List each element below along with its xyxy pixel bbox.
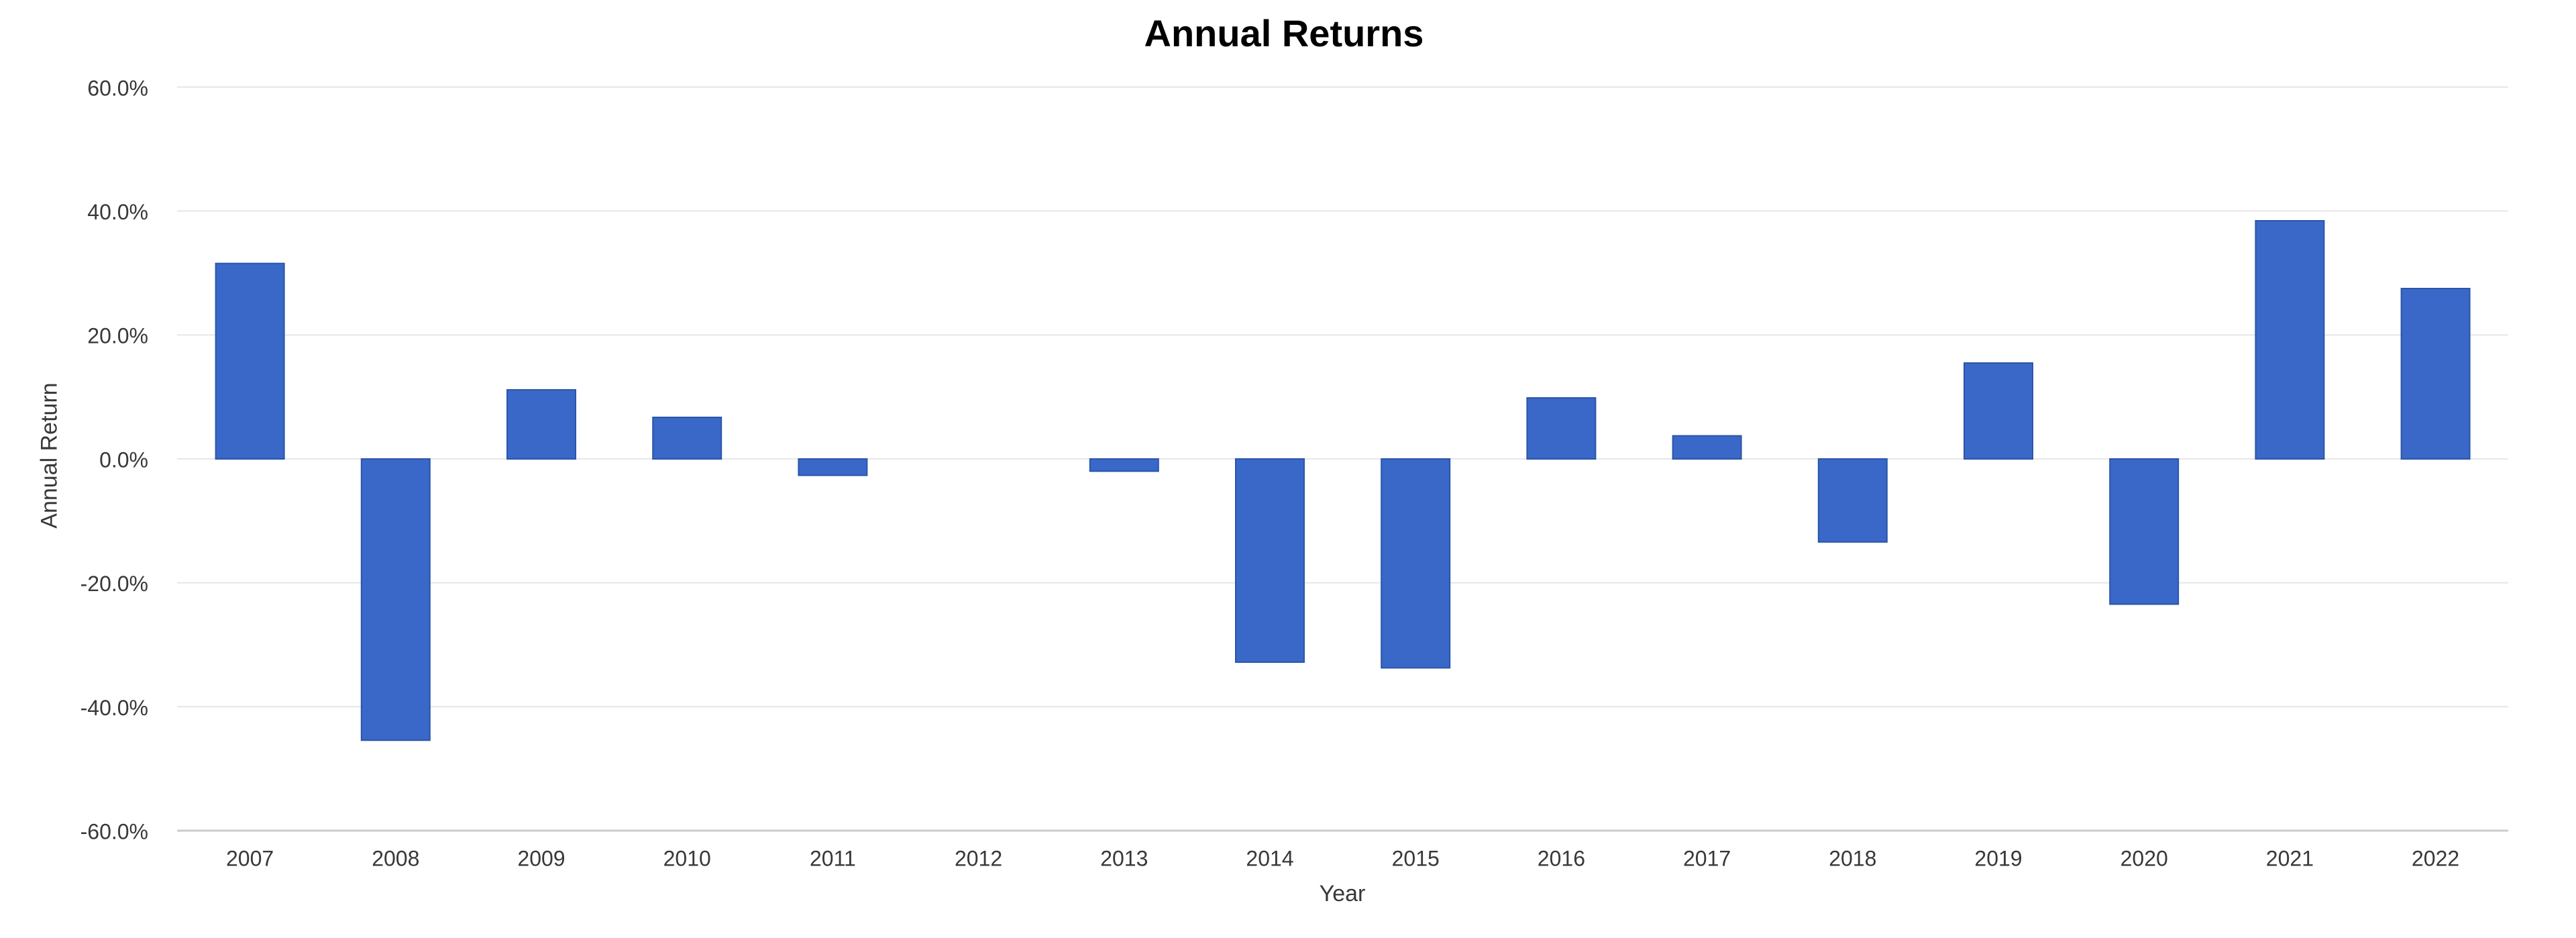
svg-text:2011: 2011 [810, 847, 856, 871]
svg-text:2012: 2012 [955, 847, 1002, 871]
svg-text:2020: 2020 [2121, 847, 2168, 871]
svg-text:2015: 2015 [1392, 847, 1440, 871]
svg-text:60.0%: 60.0% [87, 76, 148, 100]
svg-text:2007: 2007 [226, 847, 274, 871]
svg-text:2009: 2009 [517, 847, 565, 871]
svg-text:2017: 2017 [1683, 847, 1731, 871]
svg-text:2014: 2014 [1246, 847, 1293, 871]
svg-text:0.0%: 0.0% [99, 448, 148, 472]
svg-text:Annual Return: Annual Return [37, 382, 62, 528]
svg-text:2018: 2018 [1829, 847, 1876, 871]
svg-text:2008: 2008 [372, 847, 419, 871]
svg-text:-20.0%: -20.0% [80, 572, 148, 596]
svg-text:-60.0%: -60.0% [80, 820, 148, 844]
svg-text:2016: 2016 [1538, 847, 1585, 871]
svg-text:2021: 2021 [2266, 847, 2314, 871]
svg-text:2013: 2013 [1100, 847, 1148, 871]
svg-text:2022: 2022 [2412, 847, 2459, 871]
svg-text:2019: 2019 [1974, 847, 2022, 871]
svg-text:20.0%: 20.0% [87, 324, 148, 348]
svg-text:40.0%: 40.0% [87, 200, 148, 224]
svg-text:2010: 2010 [663, 847, 711, 871]
svg-text:Year: Year [1320, 881, 1366, 906]
svg-text:Annual Returns: Annual Returns [1144, 12, 1424, 54]
svg-text:-40.0%: -40.0% [80, 696, 148, 720]
